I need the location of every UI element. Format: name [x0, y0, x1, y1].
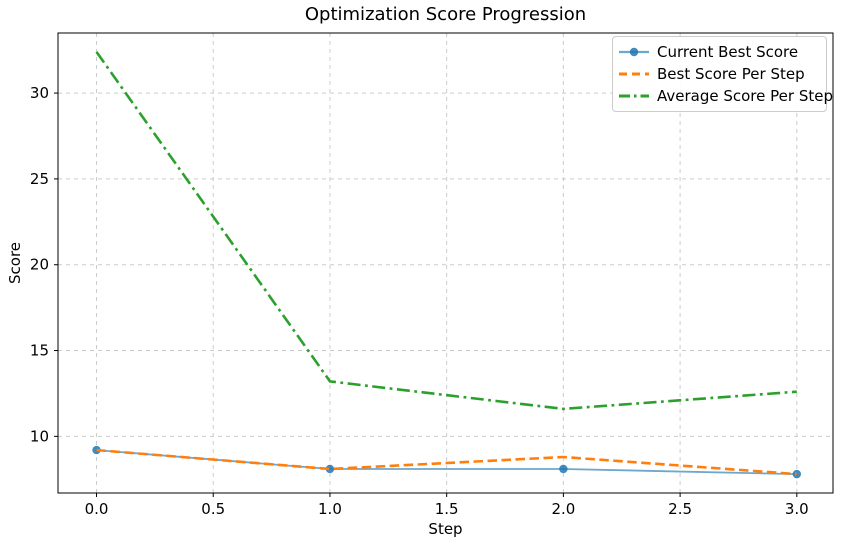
legend-sample-marker	[629, 47, 639, 57]
data-point-marker-current-best-score	[559, 464, 568, 474]
legend-line-sample-icon	[619, 47, 649, 57]
x-tick-label: 1.0	[318, 500, 342, 518]
y-tick-label: 30	[30, 84, 49, 102]
legend-line-sample-icon	[619, 94, 649, 98]
legend-line-sample-icon	[619, 72, 649, 76]
legend-label: Average Score Per Step	[657, 87, 833, 105]
data-point-marker-current-best-score	[792, 469, 802, 479]
x-axis-label: Step	[428, 520, 463, 538]
chart-title: Optimization Score Progression	[304, 4, 587, 25]
y-tick-label: 25	[30, 170, 49, 188]
x-tick-label: 1.5	[435, 500, 459, 518]
x-tick-label: 0.5	[201, 500, 225, 518]
legend-item-average-score-per-step: Average Score Per Step	[619, 85, 833, 107]
series-line-best-score-per-step	[96, 448, 797, 476]
x-tick-label: 3.0	[785, 500, 809, 518]
x-tick-label: 0.0	[85, 500, 109, 518]
y-tick-label: 20	[30, 256, 49, 274]
x-tick-label: 2.5	[668, 500, 692, 518]
legend-item-best-score-per-step: Best Score Per Step	[619, 63, 820, 85]
plot-border	[57, 32, 834, 494]
y-tick-label: 10	[30, 427, 49, 445]
y-tick-label: 15	[30, 342, 49, 360]
y-axis-label: Score	[6, 241, 24, 285]
x-tick-label: 2.0	[551, 500, 575, 518]
legend: Current Best Score Best Score Per Step A…	[612, 36, 833, 112]
series-line-average-score-per-step	[95, 51, 797, 411]
data-point-marker-current-best-score	[325, 464, 335, 474]
legend-item-current-best-score: Current Best Score	[619, 41, 820, 63]
legend-label: Current Best Score	[657, 43, 799, 61]
legend-label: Best Score Per Step	[657, 65, 805, 83]
